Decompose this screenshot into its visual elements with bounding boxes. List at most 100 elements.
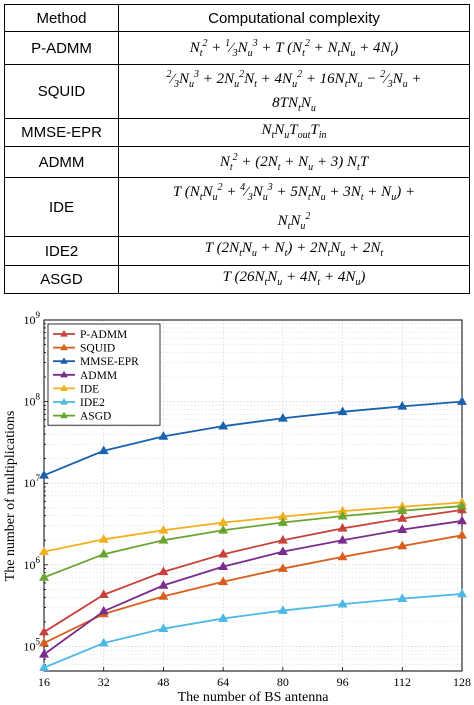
table-header-row: Method Computational complexity (4, 4, 470, 32)
data-point (39, 662, 49, 671)
complexity-chart: 16 32 48 64 80 96 112 128 105 106 107 108 109 P-ADMM… (3, 310, 472, 705)
data-point (397, 593, 408, 602)
legend-label: IDE (80, 383, 99, 395)
axis-ticks: 16 32 48 64 80 96 112 128 105 106 107 108 109 (24, 310, 472, 689)
table-row: IDE T (NtNu2 + 4⁄3Nu3 + 5NtNu + 3Nt + Nu… (4, 177, 470, 237)
x-tick-label: 128 (453, 675, 471, 689)
data-point (277, 534, 288, 544)
data-point (397, 540, 408, 550)
complexity-cell: Nt2 + 1⁄3Nu3 + T (Nt2 + NtNu + 4Nt) (118, 31, 470, 65)
data-point (158, 534, 169, 544)
legend-item: SQUID (53, 343, 115, 355)
method-header: Method (4, 4, 119, 32)
data-point (98, 534, 109, 543)
method-cell: SQUID (4, 64, 119, 119)
method-cell: IDE2 (4, 236, 119, 266)
y-tick-label: 109 (24, 310, 41, 327)
data-point (98, 605, 109, 615)
data-point (218, 613, 229, 622)
legend-label: IDE2 (80, 397, 105, 409)
complexity-cell: T (2NtNu + Nt) + 2NtNu + 2Nt (118, 236, 470, 266)
method-cell: MMSE-EPR (4, 118, 119, 147)
data-point (158, 524, 169, 534)
table-row: SQUID 2⁄3Nu3 + 2Nu2Nt + 4Nu2 + 16NtNu − … (4, 64, 470, 119)
data-point (39, 649, 49, 658)
table-row: IDE2 T (2NtNu + Nt) + 2NtNu + 2Nt (4, 236, 470, 266)
legend-label: SQUID (80, 343, 115, 355)
legend-item: ASGD (53, 411, 111, 423)
legend-marker (60, 384, 68, 391)
data-point (277, 605, 288, 614)
x-tick-label: 32 (98, 675, 110, 689)
data-point (457, 515, 467, 525)
series-line (43, 593, 463, 669)
data-point (39, 626, 49, 636)
data-point (98, 445, 109, 455)
table-row: MMSE-EPR NtNuToutTin (4, 118, 470, 147)
complexity-cell: 2⁄3Nu3 + 2Nu2Nt + 4Nu2 + 16NtNu − 2⁄3Nu … (118, 64, 470, 119)
data-point (337, 523, 348, 532)
data-point (337, 510, 348, 520)
data-point (158, 580, 169, 589)
series-line (43, 400, 463, 477)
series-p-admm (39, 504, 467, 636)
data-point (39, 572, 49, 581)
complexity-header: Computational complexity (118, 4, 470, 32)
series-admm (39, 515, 467, 658)
data-point (457, 500, 467, 510)
x-tick-label: 112 (394, 675, 412, 689)
series-squid (39, 530, 467, 647)
table-row: P-ADMM Nt2 + 1⁄3Nu3 + T (Nt2 + NtNu + 4N… (4, 31, 470, 65)
series-ide (39, 497, 467, 555)
y-axis-label: The number of multiplications (3, 411, 18, 582)
y-tick-label: 106 (24, 555, 41, 572)
legend-marker (60, 357, 68, 364)
data-point (457, 588, 467, 598)
data-point (277, 563, 288, 572)
data-point (158, 623, 169, 633)
complexity-cell: T (26NtNu + 4Nt + 4Nu) (118, 265, 470, 294)
data-point (218, 561, 229, 570)
data-point (337, 551, 348, 561)
data-point (457, 530, 467, 539)
data-point (397, 401, 408, 410)
x-tick-label: 80 (277, 675, 289, 689)
legend-marker (60, 343, 68, 351)
complexity-cell: T (NtNu2 + 4⁄3Nu3 + 5NtNu + 3Nt + Nu) + … (118, 177, 470, 237)
table-row: ADMM Nt2 + (2Nt + Nu + 3) NtT (4, 146, 470, 178)
data-point (337, 406, 348, 416)
data-point (277, 546, 288, 555)
series-line (43, 505, 463, 579)
method-cell: ASGD (4, 265, 119, 294)
x-tick-label: 48 (157, 675, 169, 689)
legend-item: IDE2 (53, 397, 105, 409)
x-tick-label: 96 (337, 675, 349, 689)
series-asgd (39, 500, 467, 581)
legend-label: ADMM (80, 370, 117, 382)
data-point (337, 534, 348, 544)
data-point (218, 548, 229, 558)
series-line (43, 501, 463, 553)
complexity-cell: Nt2 + (2Nt + Nu + 3) NtT (118, 146, 470, 178)
data-point (337, 598, 348, 608)
data-point (158, 591, 169, 600)
data-point (277, 412, 288, 422)
data-point (98, 589, 109, 599)
data-point (218, 576, 229, 586)
legend-marker (60, 411, 68, 419)
data-point (158, 431, 169, 440)
legend-marker (60, 370, 68, 378)
x-tick-label: 64 (217, 675, 229, 689)
legend-label: ASGD (80, 411, 111, 423)
legend-item: MMSE-EPR (53, 356, 139, 368)
series-line (43, 509, 463, 633)
x-tick-label: 16 (38, 675, 50, 689)
legend-label: MMSE-EPR (80, 356, 139, 368)
y-tick-label: 108 (24, 392, 41, 409)
method-cell: ADMM (4, 146, 119, 178)
data-point (158, 566, 169, 576)
legend-item: IDE (53, 383, 99, 395)
method-cell: P-ADMM (4, 31, 119, 65)
data-point (457, 396, 467, 405)
